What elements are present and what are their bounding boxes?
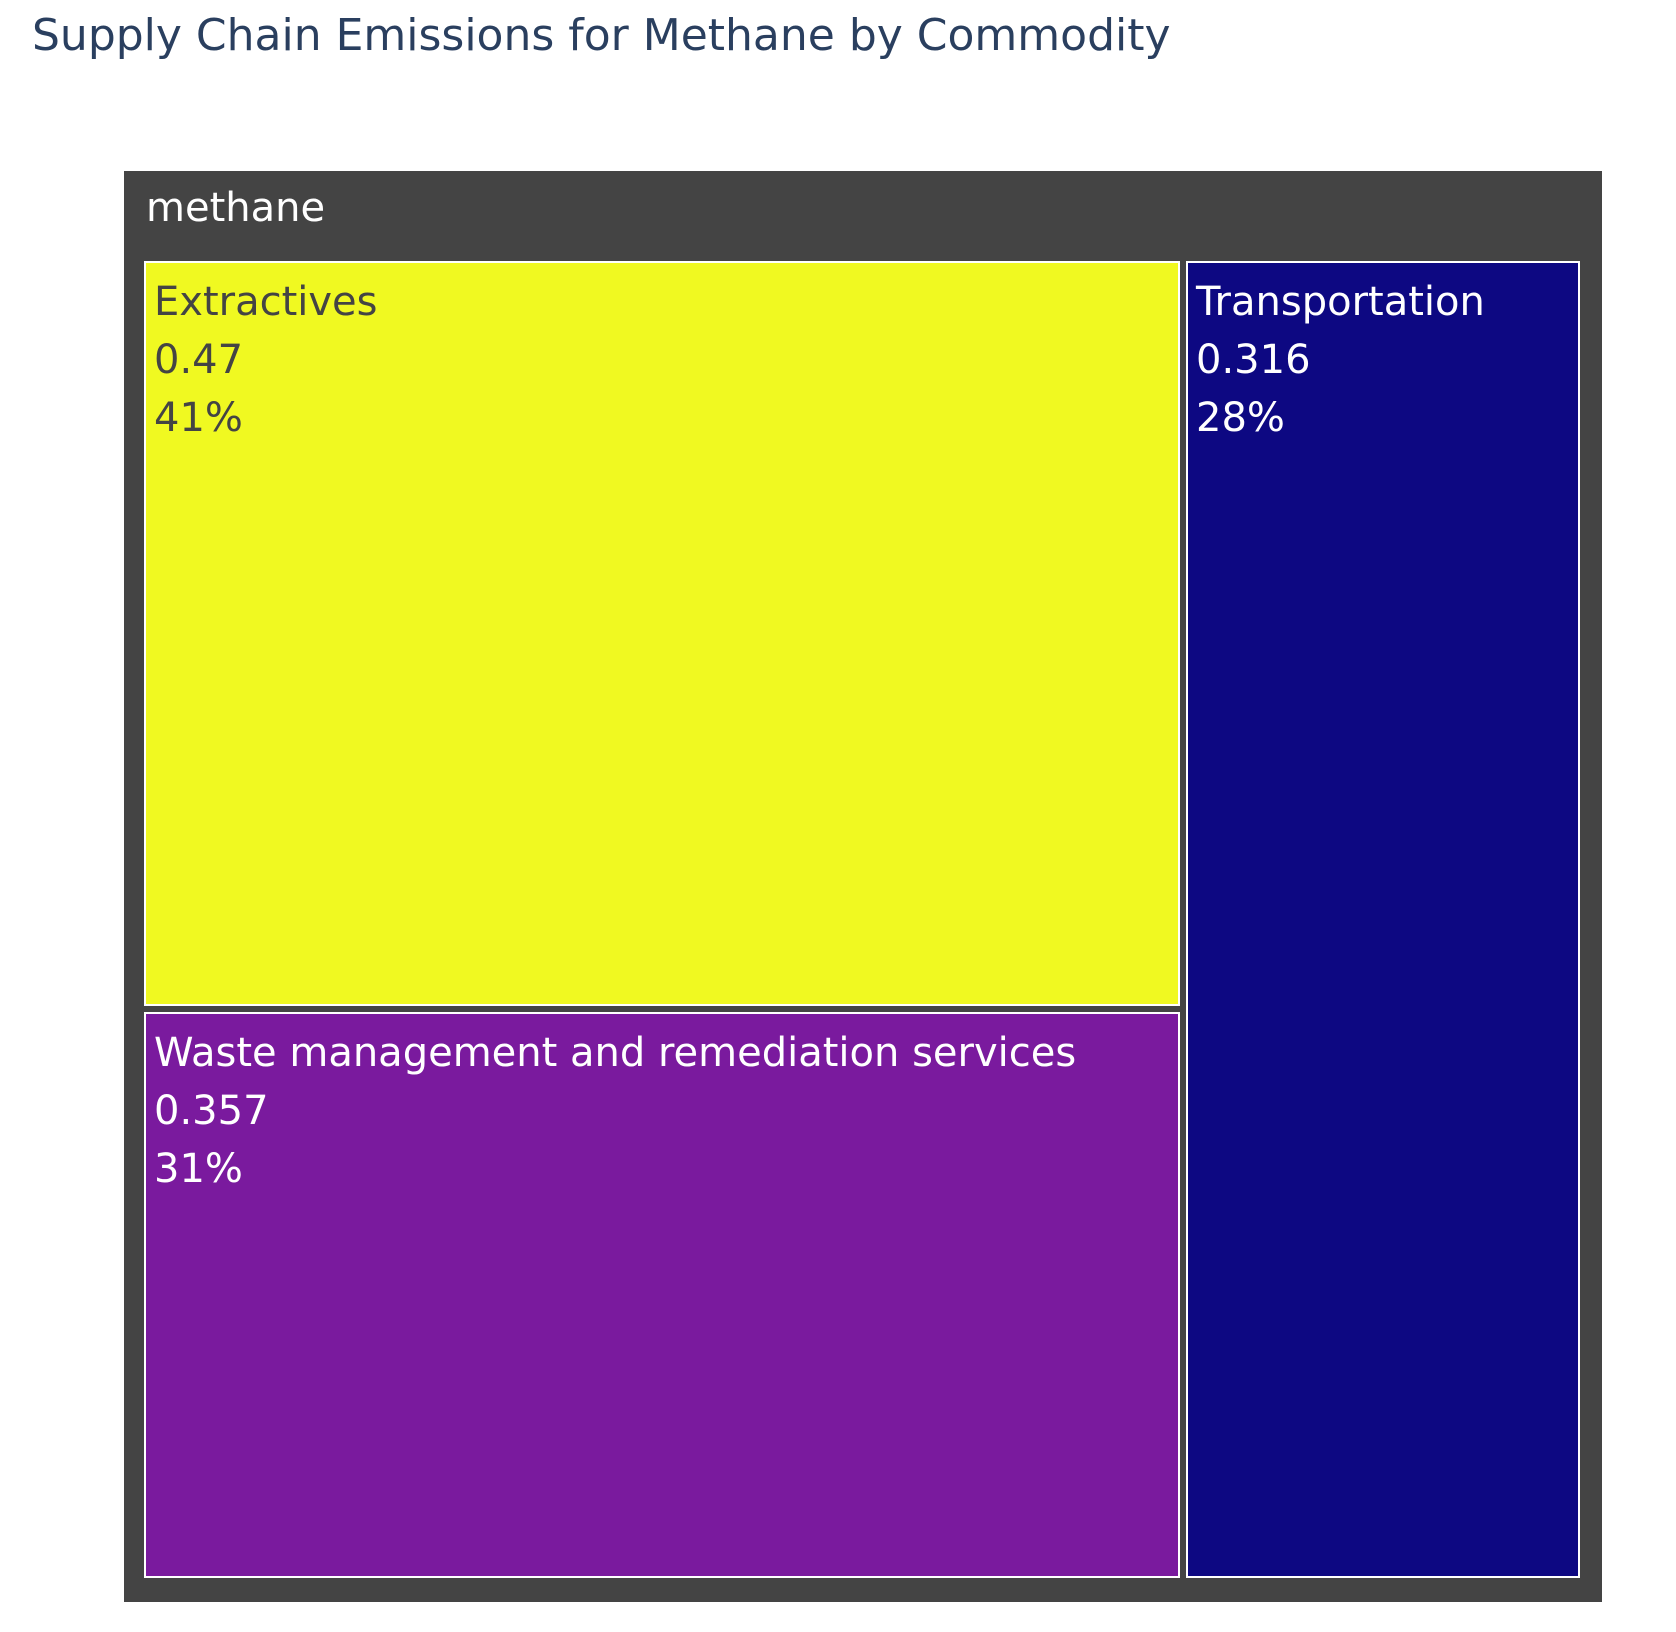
tile-value: 0.316 <box>1196 337 1311 383</box>
root-label: methane <box>146 185 326 231</box>
tile-transportation[interactable]: Transportation 0.316 28% <box>1186 261 1580 1578</box>
tile-value: 0.47 <box>154 337 244 383</box>
treemap-root[interactable]: methane Extractives 0.47 41% Waste manag… <box>124 171 1602 1602</box>
tile-text: Waste management and remediation service… <box>154 1024 1076 1198</box>
tile-percent: 31% <box>154 1146 243 1192</box>
tile-percent: 41% <box>154 395 243 441</box>
tile-text: Transportation 0.316 28% <box>1196 273 1485 447</box>
tile-extractives[interactable]: Extractives 0.47 41% <box>144 261 1180 1006</box>
tile-label: Transportation <box>1196 279 1485 325</box>
tile-label: Extractives <box>154 279 378 325</box>
tile-value: 0.357 <box>154 1088 269 1134</box>
tile-text: Extractives 0.47 41% <box>154 273 378 447</box>
tile-waste-management[interactable]: Waste management and remediation service… <box>144 1012 1180 1578</box>
tile-label: Waste management and remediation service… <box>154 1030 1077 1076</box>
tile-percent: 28% <box>1196 395 1285 441</box>
chart-title: Supply Chain Emissions for Methane by Co… <box>32 10 1171 61</box>
